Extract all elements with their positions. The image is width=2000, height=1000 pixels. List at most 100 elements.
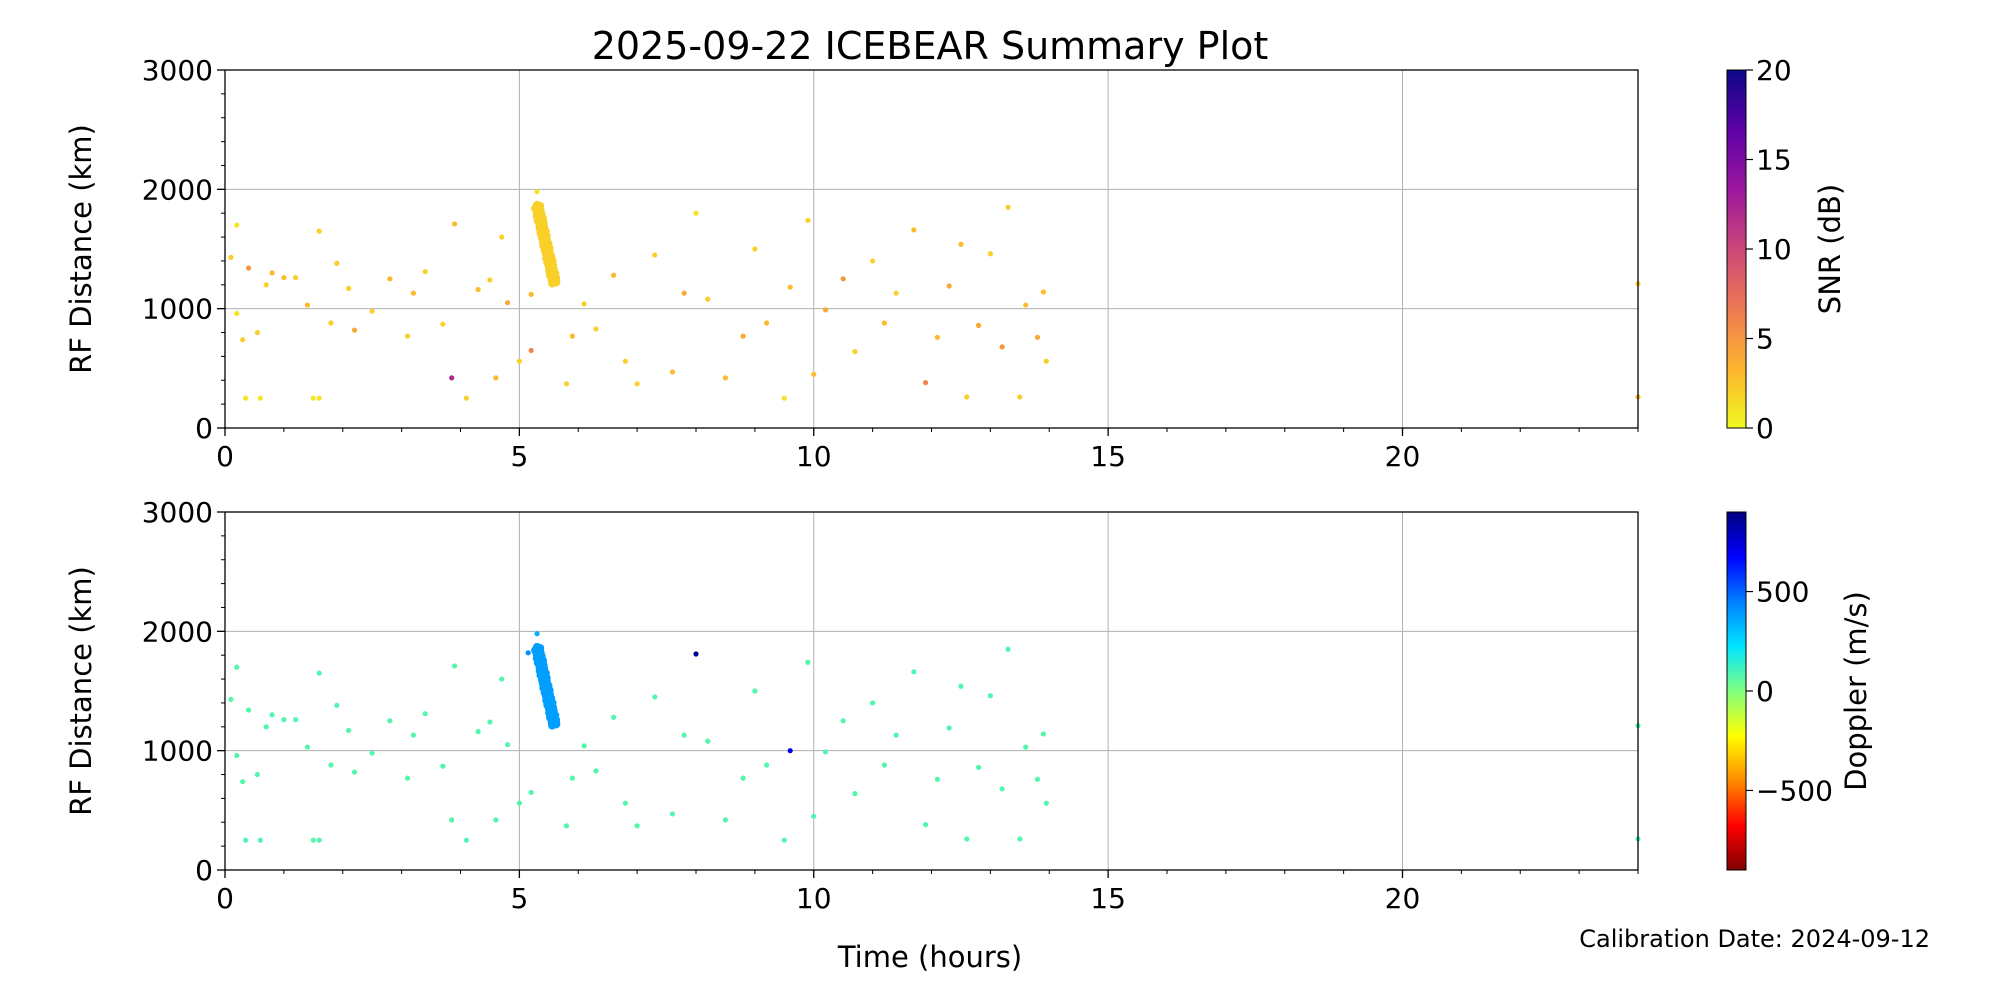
- data-point: [934, 334, 940, 340]
- colorbar-tick-label: −500: [1756, 774, 1833, 807]
- data-point: [422, 269, 428, 275]
- data-point: [516, 358, 522, 364]
- data-point: [764, 762, 770, 768]
- data-point: [293, 717, 299, 723]
- x-tick-label: 15: [1090, 882, 1126, 915]
- data-point: [304, 302, 311, 308]
- data-point: [569, 333, 575, 339]
- data-point: [1040, 731, 1046, 737]
- data-point: [681, 732, 687, 738]
- data-point: [822, 749, 829, 755]
- data-point: [976, 764, 982, 770]
- snr-panel: 0 5 10 15 20 0 1000 2000 3000 RF Distance (km) 0 5 1…: [64, 54, 1847, 473]
- data-point: [781, 395, 787, 401]
- data-point: [669, 811, 676, 817]
- data-point: [946, 283, 952, 289]
- data-point: [487, 277, 493, 283]
- data-point: [269, 270, 275, 276]
- data-point: [369, 750, 375, 756]
- data-point: [964, 394, 970, 400]
- plot-frame: [224, 69, 1639, 429]
- y-tick-label: 1000: [142, 735, 213, 768]
- data-point: [516, 800, 522, 806]
- data-point: [243, 837, 249, 843]
- data-point: [234, 752, 240, 759]
- data-point: [254, 329, 260, 336]
- colorbar-gradient: [1726, 511, 1747, 871]
- data-point: [752, 688, 758, 694]
- data-point: [805, 659, 811, 665]
- data-point: [316, 228, 322, 234]
- data-point: [1005, 204, 1011, 210]
- data-point: [475, 286, 481, 293]
- x-tick-label: 20: [1385, 882, 1421, 915]
- data-point: [387, 718, 393, 724]
- x-tick-label: 5: [510, 440, 528, 473]
- data-point: [404, 775, 411, 781]
- data-point: [610, 272, 617, 278]
- y-axis-label: RF Distance (km): [64, 566, 98, 816]
- y-tick-label: 0: [195, 854, 213, 887]
- data-point: [811, 813, 817, 819]
- data-point: [840, 276, 846, 282]
- data-point: [787, 748, 793, 754]
- data-point: [1005, 646, 1011, 652]
- data-point: [240, 779, 246, 785]
- data-point: [534, 631, 540, 637]
- data-point: [499, 234, 505, 240]
- plot-frame: [224, 511, 1639, 871]
- x-axis-label: Time (hours): [837, 940, 1023, 974]
- data-point: [722, 375, 729, 381]
- data-point: [881, 762, 888, 768]
- data-point: [281, 717, 287, 723]
- calibration-date: Calibration Date: 2024-09-12: [1579, 925, 1930, 953]
- colorbar-tick-label: 500: [1756, 576, 1809, 609]
- data-point: [722, 817, 729, 823]
- cluster-point: [548, 721, 557, 730]
- data-point: [1023, 744, 1029, 750]
- data-point: [881, 320, 888, 326]
- data-point: [1017, 394, 1023, 400]
- data-point: [499, 676, 505, 682]
- data-point: [351, 327, 358, 333]
- data-point: [987, 693, 993, 699]
- data-cluster: [531, 200, 561, 288]
- x-tick-label: 15: [1090, 440, 1126, 473]
- colorbar-tick-label: 15: [1756, 144, 1792, 177]
- data-point: [740, 775, 746, 781]
- data-point: [449, 375, 455, 381]
- x-tick-label: 10: [796, 882, 832, 915]
- data-point: [328, 762, 334, 768]
- data-point: [505, 300, 511, 306]
- data-point: [334, 702, 340, 708]
- y-tick-label: 2000: [142, 615, 213, 648]
- data-point: [1017, 836, 1023, 842]
- data-point: [257, 395, 263, 401]
- y-tick-label: 0: [195, 412, 213, 445]
- colorbar-tick-label: 0: [1756, 675, 1774, 708]
- data-point: [269, 712, 275, 718]
- data-point: [693, 210, 699, 216]
- data-point: [263, 724, 269, 730]
- data-point: [334, 260, 340, 266]
- data-point: [634, 381, 640, 387]
- x-tick-label: 0: [216, 440, 234, 473]
- data-point: [811, 371, 817, 377]
- data-point: [622, 800, 628, 806]
- data-point: [525, 650, 531, 656]
- data-point: [681, 290, 687, 296]
- y-tick-label: 3000: [142, 496, 213, 529]
- figure-title: 2025-09-22 ICEBEAR Summary Plot: [591, 24, 1269, 68]
- data-point: [228, 254, 234, 260]
- data-point: [493, 375, 499, 381]
- data-point: [534, 189, 540, 195]
- data-point: [493, 817, 499, 823]
- data-point: [911, 669, 917, 675]
- data-point: [404, 333, 411, 339]
- data-point: [581, 743, 587, 749]
- data-point: [528, 347, 534, 354]
- cluster-point: [548, 279, 557, 288]
- data-point: [505, 742, 511, 748]
- data-point: [1043, 800, 1049, 806]
